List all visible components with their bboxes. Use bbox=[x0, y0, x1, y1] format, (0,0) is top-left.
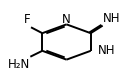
Text: NH: NH bbox=[98, 44, 115, 57]
Text: H₂N: H₂N bbox=[7, 58, 30, 71]
Text: NH: NH bbox=[103, 12, 121, 25]
Text: N: N bbox=[62, 13, 71, 26]
Text: F: F bbox=[24, 13, 30, 26]
